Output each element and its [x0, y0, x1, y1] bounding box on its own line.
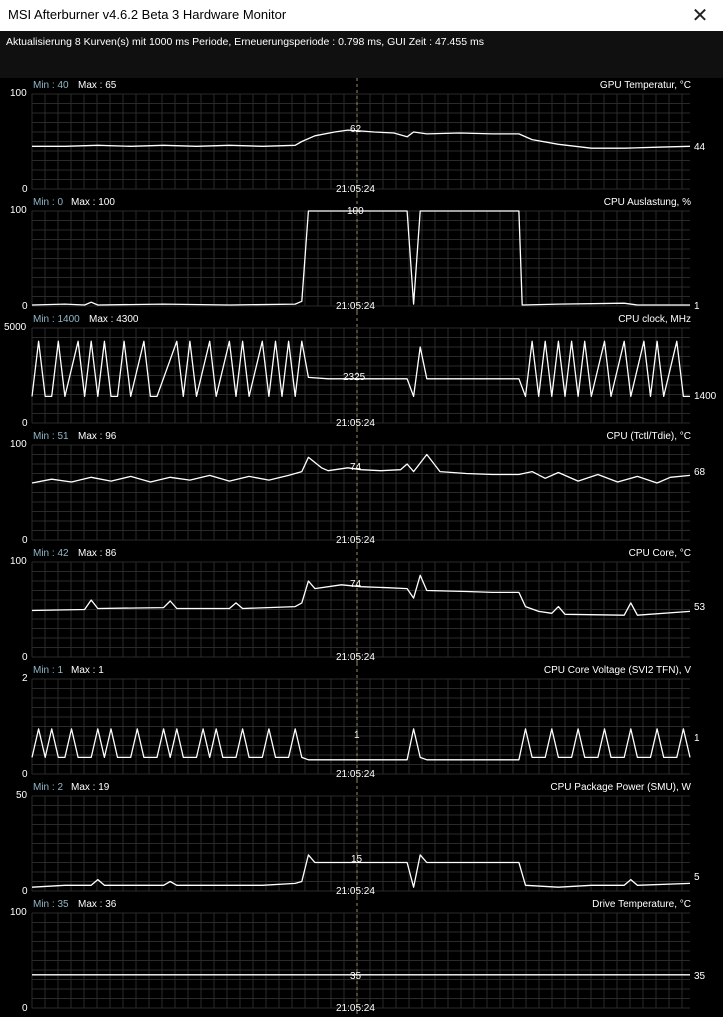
current-value-label: 53 — [694, 602, 705, 614]
y-axis-top-label: 5000 — [4, 322, 26, 334]
graph-drive-temperature[interactable]: 100 0 Min : 35 Max : 36 Drive Temperatur… — [0, 897, 723, 1014]
cursor-value-label: 35 — [350, 971, 361, 983]
min-label: Min : 2 — [33, 782, 63, 794]
graph-svg — [0, 78, 723, 195]
min-label: Min : 0 — [33, 197, 63, 209]
y-axis-bottom-label: 0 — [22, 1003, 28, 1015]
graph-cpu-core-voltage[interactable]: 2 0 Min : 1 Max : 1 CPU Core Voltage (SV… — [0, 663, 723, 780]
max-label: Max : 19 — [71, 782, 109, 794]
min-label: Min : 1400 — [33, 314, 80, 326]
cursor-value-label: 74 — [350, 462, 361, 474]
cursor-time-label: 21:05:24 — [336, 1003, 375, 1015]
y-axis-top-label: 50 — [16, 790, 27, 802]
y-axis-top-label: 100 — [10, 556, 27, 568]
graph-title: Drive Temperature, °C — [592, 899, 691, 911]
current-value-label: 1 — [694, 733, 700, 745]
graph-cpu-core[interactable]: 100 0 Min : 42 Max : 86 CPU Core, °C 21:… — [0, 546, 723, 663]
graph-title: CPU Package Power (SMU), W — [550, 782, 691, 794]
graph-svg — [0, 780, 723, 897]
status-bar: Aktualisierung 8 Kurven(s) mit 1000 ms P… — [0, 31, 723, 78]
status-text: Aktualisierung 8 Kurven(s) mit 1000 ms P… — [6, 36, 484, 48]
max-label: Max : 96 — [78, 431, 116, 443]
graph-title: CPU Core Voltage (SVI2 TFN), V — [544, 665, 691, 677]
max-label: Max : 1 — [71, 665, 104, 677]
title-bar: MSI Afterburner v4.6.2 Beta 3 Hardware M… — [0, 0, 723, 31]
max-label: Max : 65 — [78, 80, 116, 92]
graph-svg — [0, 312, 723, 429]
close-icon[interactable]: ✕ — [677, 0, 723, 31]
min-label: Min : 1 — [33, 665, 63, 677]
graph-cpu-tctl-tdie[interactable]: 100 0 Min : 51 Max : 96 CPU (Tctl/Tdie),… — [0, 429, 723, 546]
current-value-label: 68 — [694, 467, 705, 479]
graph-cpu-package-power[interactable]: 50 0 Min : 2 Max : 19 CPU Package Power … — [0, 780, 723, 897]
graph-title: CPU (Tctl/Tdie), °C — [606, 431, 691, 443]
max-label: Max : 86 — [78, 548, 116, 560]
y-axis-top-label: 100 — [10, 907, 27, 919]
y-axis-top-label: 100 — [10, 205, 27, 217]
cursor-value-label: 1 — [354, 730, 360, 742]
current-value-label: 5 — [694, 872, 700, 884]
graph-svg — [0, 546, 723, 663]
graph-svg — [0, 897, 723, 1014]
graph-svg — [0, 429, 723, 546]
cursor-value-label: 2325 — [343, 372, 365, 384]
min-label: Min : 35 — [33, 899, 69, 911]
y-axis-top-label: 2 — [22, 673, 28, 685]
current-value-label: 1400 — [694, 391, 716, 403]
graph-title: CPU Core, °C — [629, 548, 691, 560]
max-label: Max : 100 — [71, 197, 115, 209]
graph-title: CPU clock, MHz — [618, 314, 691, 326]
graph-gpu-temperature[interactable]: 100 0 Min : 40 Max : 65 GPU Temperatur, … — [0, 78, 723, 195]
graph-cpu-usage[interactable]: 100 0 Min : 0 Max : 100 CPU Auslastung, … — [0, 195, 723, 312]
max-label: Max : 36 — [78, 899, 116, 911]
cursor-value-label: 15 — [351, 854, 362, 866]
min-label: Min : 40 — [33, 80, 69, 92]
y-axis-top-label: 100 — [10, 88, 27, 100]
graph-title: GPU Temperatur, °C — [600, 80, 691, 92]
y-axis-top-label: 100 — [10, 439, 27, 451]
min-label: Min : 42 — [33, 548, 69, 560]
current-value-label: 44 — [694, 142, 705, 154]
cursor-value-label: 62 — [350, 124, 361, 136]
min-label: Min : 51 — [33, 431, 69, 443]
graph-cpu-clock[interactable]: 5000 0 Min : 1400 Max : 4300 CPU clock, … — [0, 312, 723, 429]
graph-title: CPU Auslastung, % — [604, 197, 691, 209]
graph-svg — [0, 663, 723, 780]
current-value-label: 35 — [694, 971, 705, 983]
cursor-value-label: 74 — [350, 579, 361, 591]
max-label: Max : 4300 — [89, 314, 138, 326]
window-title: MSI Afterburner v4.6.2 Beta 3 Hardware M… — [8, 7, 286, 22]
hardware-monitor[interactable]: 100 0 Min : 40 Max : 65 GPU Temperatur, … — [0, 78, 723, 1017]
cursor-value-label: 100 — [347, 206, 364, 218]
